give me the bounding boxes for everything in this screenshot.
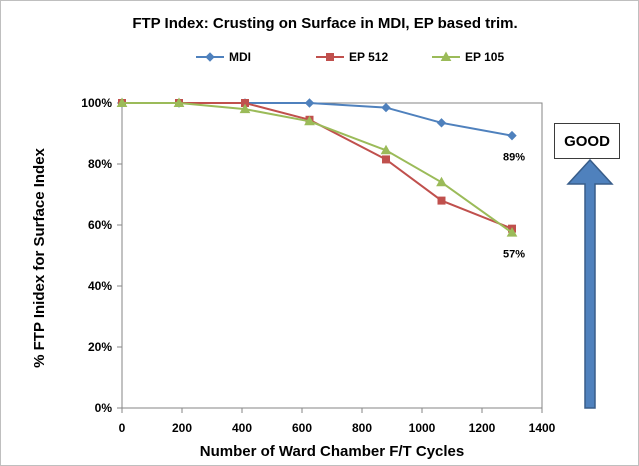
y-tick-label: 40% <box>88 279 112 293</box>
y-tick-label: 60% <box>88 218 112 232</box>
data-label: 89% <box>503 152 525 164</box>
series-line-ep-105 <box>122 102 513 234</box>
x-tick-label: 1000 <box>409 421 436 435</box>
x-tick-label: 400 <box>232 421 252 435</box>
data-point-ep-512 <box>382 155 390 164</box>
chart-title: FTP Index: Crusting on Surface in MDI, E… <box>132 15 517 32</box>
x-tick-label: 600 <box>292 421 312 435</box>
y-axis-title: % FTP Inidex for Surface Index <box>31 147 48 367</box>
series-group <box>116 97 518 237</box>
data-point-mdi <box>507 130 517 141</box>
good-callout: GOOD <box>554 123 620 159</box>
legend-label-mdi: MDI <box>229 50 251 64</box>
legend-label-ep-105: EP 105 <box>465 50 504 64</box>
data-point-ep-105 <box>380 144 392 155</box>
y-axis: 0% 20% 40% 60% 80% 100% <box>81 96 122 415</box>
data-label: 57% <box>503 249 525 261</box>
data-point-ep-105 <box>506 227 518 237</box>
data-point-ep-512 <box>437 196 446 205</box>
data-point-mdi <box>381 102 391 113</box>
x-tick-label: 800 <box>352 421 372 435</box>
plot-area <box>121 102 543 409</box>
x-tick-label: 200 <box>172 421 192 435</box>
legend-marker-ep-105 <box>440 51 452 61</box>
y-tick-label: 20% <box>88 340 112 354</box>
data-point-mdi <box>436 118 447 128</box>
legend-marker-ep-512 <box>326 53 334 61</box>
data-point-ep-105 <box>173 97 185 107</box>
legend-marker-mdi <box>205 52 215 62</box>
series-line-ep-512 <box>122 102 513 230</box>
data-point-ep-105 <box>304 115 315 126</box>
data-point-mdi <box>304 98 315 108</box>
y-tick-label: 100% <box>81 96 112 110</box>
up-arrow-icon <box>566 158 614 409</box>
data-point-ep-105 <box>239 103 251 114</box>
x-axis: 0 200 400 600 800 1000 1200 1400 <box>119 408 556 435</box>
legend: MDI EP 512 EP 105 <box>196 50 504 64</box>
x-tick-label: 1400 <box>529 421 556 435</box>
legend-label-ep-512: EP 512 <box>349 50 388 64</box>
y-tick-label: 0% <box>95 401 113 415</box>
x-tick-label: 0 <box>119 421 126 435</box>
x-axis-title: Number of Ward Chamber F/T Cycles <box>200 443 465 460</box>
data-point-ep-105 <box>116 97 128 107</box>
y-tick-label: 80% <box>88 157 112 171</box>
x-tick-label: 1200 <box>469 421 496 435</box>
data-point-ep-105 <box>436 176 447 187</box>
annotations: 89% 57% <box>503 152 525 261</box>
series-line-mdi <box>122 102 513 137</box>
